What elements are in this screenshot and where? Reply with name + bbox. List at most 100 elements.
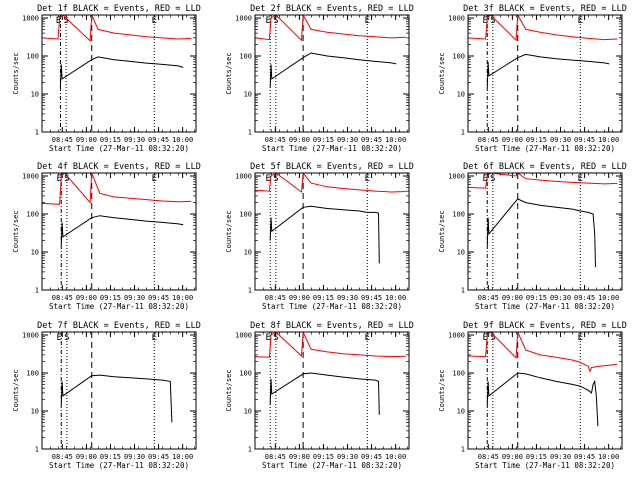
series-line-lld [42,173,192,205]
marker-label-e-start: E [56,16,61,26]
y-tick-label: 1000 [22,173,39,181]
marker-label-e-start: E [483,333,488,343]
marker-label-e-start: E [266,16,271,26]
y-tick-label: 1000 [235,15,252,23]
plot-area [255,173,406,290]
marker-label-e-start: E [483,16,488,26]
plot-area [42,173,192,290]
panel-title: Det 6f BLACK = Events, RED = LLD [463,162,627,172]
y-tick-label: 10 [31,249,39,257]
x-tick-label: 09:15 [313,453,334,461]
y-tick-label: 1000 [22,332,39,340]
plot-area [468,173,618,290]
x-tick-label: 10:00 [385,453,406,461]
x-tick-label: 08:45 [265,136,286,144]
panel-title: Det 2f BLACK = Events, RED = LLD [250,4,414,14]
marker-label-s: S [490,174,495,184]
y-tick-label: 100 [239,53,252,61]
plot-area [42,15,192,132]
x-tick-label: 09:45 [148,294,169,302]
y-tick-label: 100 [239,211,252,219]
plot-frame [254,331,410,450]
x-tick-label: 09:00 [76,294,97,302]
y-tick-label: 1000 [22,15,39,23]
marker-label-e-start: E [57,333,62,343]
plot-area [255,332,406,449]
marker-label-s: S [273,174,278,184]
panel-title: Det 1f BLACK = Events, RED = LLD [37,4,201,14]
x-tick-label: 10:00 [598,453,619,461]
x-axis-label: Start Time (27-Mar-11 08:32:20) [475,461,615,470]
x-tick-label: 08:45 [265,453,286,461]
x-tick-label: 08:45 [265,294,286,302]
x-axis-label: Start Time (27-Mar-11 08:32:20) [49,461,189,470]
x-tick-label: 09:45 [361,453,382,461]
panel-title: Det 8f BLACK = Events, RED = LLD [250,321,414,331]
x-tick-label: 09:45 [574,294,595,302]
plot-frame [467,172,623,291]
y-axis-label: Counts/sec [225,52,233,94]
x-tick-label: 08:45 [52,136,73,144]
y-tick-label: 10 [244,249,252,257]
x-tick-label: 09:15 [100,294,121,302]
x-tick-label: 10:00 [385,294,406,302]
x-tick-label: 09:45 [361,294,382,302]
x-tick-label: 09:30 [550,294,571,302]
y-axis-label: Counts/sec [12,52,20,94]
plot-area [468,332,618,449]
marker-label-e-end: E [578,174,583,184]
detector-panel-5: Det 5f BLACK = Events, RED = LLD 1 10 100 10… [225,162,414,311]
panel-title: Det 4f BLACK = Events, RED = LLD [37,162,201,172]
y-axis-label: Counts/sec [12,210,20,252]
y-tick-label: 10 [31,408,39,416]
marker-label-e-end: E [578,16,583,26]
x-tick-label: 10:00 [385,136,406,144]
y-tick-label: 1000 [235,332,252,340]
detector-panel-4: Det 4f BLACK = Events, RED = LLD 1 10 100 10… [12,162,201,311]
y-tick-label: 100 [452,211,465,219]
y-tick-label: 10 [457,408,465,416]
x-axis-label: Start Time (27-Mar-11 08:32:20) [262,461,402,470]
x-tick-label: 09:00 [289,294,310,302]
x-tick-label: 09:30 [337,453,358,461]
x-tick-label: 08:45 [52,453,73,461]
y-tick-label: 1 [35,446,39,454]
y-tick-label: 1 [461,287,465,295]
x-tick-label: 09:00 [502,294,523,302]
y-axis-label: Counts/sec [438,52,446,94]
detector-panel-9: Det 9f BLACK = Events, RED = LLD 1 10 100 10… [438,321,627,470]
x-axis-label: Start Time (27-Mar-11 08:32:20) [262,144,402,153]
x-tick-label: 09:45 [148,136,169,144]
y-tick-label: 1 [248,287,252,295]
x-tick-label: 09:30 [337,136,358,144]
series-line-lld [468,332,618,373]
series-line-lld [42,15,192,43]
plot-frame [467,331,623,450]
y-tick-label: 1 [35,287,39,295]
x-tick-label: 09:15 [526,294,547,302]
series-line-events [60,215,184,246]
x-axis-label: Start Time (27-Mar-11 08:32:20) [262,302,402,311]
marker-label-s: S [273,16,278,26]
plot-frame [254,172,410,291]
marker-label-e-end: E [365,16,370,26]
y-tick-label: 10 [244,408,252,416]
series-line-lld [255,332,406,358]
detector-panel-2: Det 2f BLACK = Events, RED = LLD 1 10 100 10… [225,4,414,153]
series-line-lld [255,173,406,193]
y-tick-label: 100 [26,211,39,219]
y-tick-label: 100 [452,53,465,61]
y-tick-label: 1 [248,446,252,454]
plot-frame [254,14,410,133]
plot-frame [41,331,197,450]
x-tick-label: 09:15 [526,453,547,461]
detector-panel-7: Det 7f BLACK = Events, RED = LLD 1 10 100 10… [12,321,201,470]
marker-label-e-end: E [365,174,370,184]
marker-label-s: S [490,333,495,343]
y-tick-label: 1 [461,129,465,137]
marker-label-e-start: E [57,174,62,184]
marker-label-e-end: E [152,174,157,184]
y-tick-label: 10 [31,91,39,99]
x-tick-label: 09:30 [337,294,358,302]
